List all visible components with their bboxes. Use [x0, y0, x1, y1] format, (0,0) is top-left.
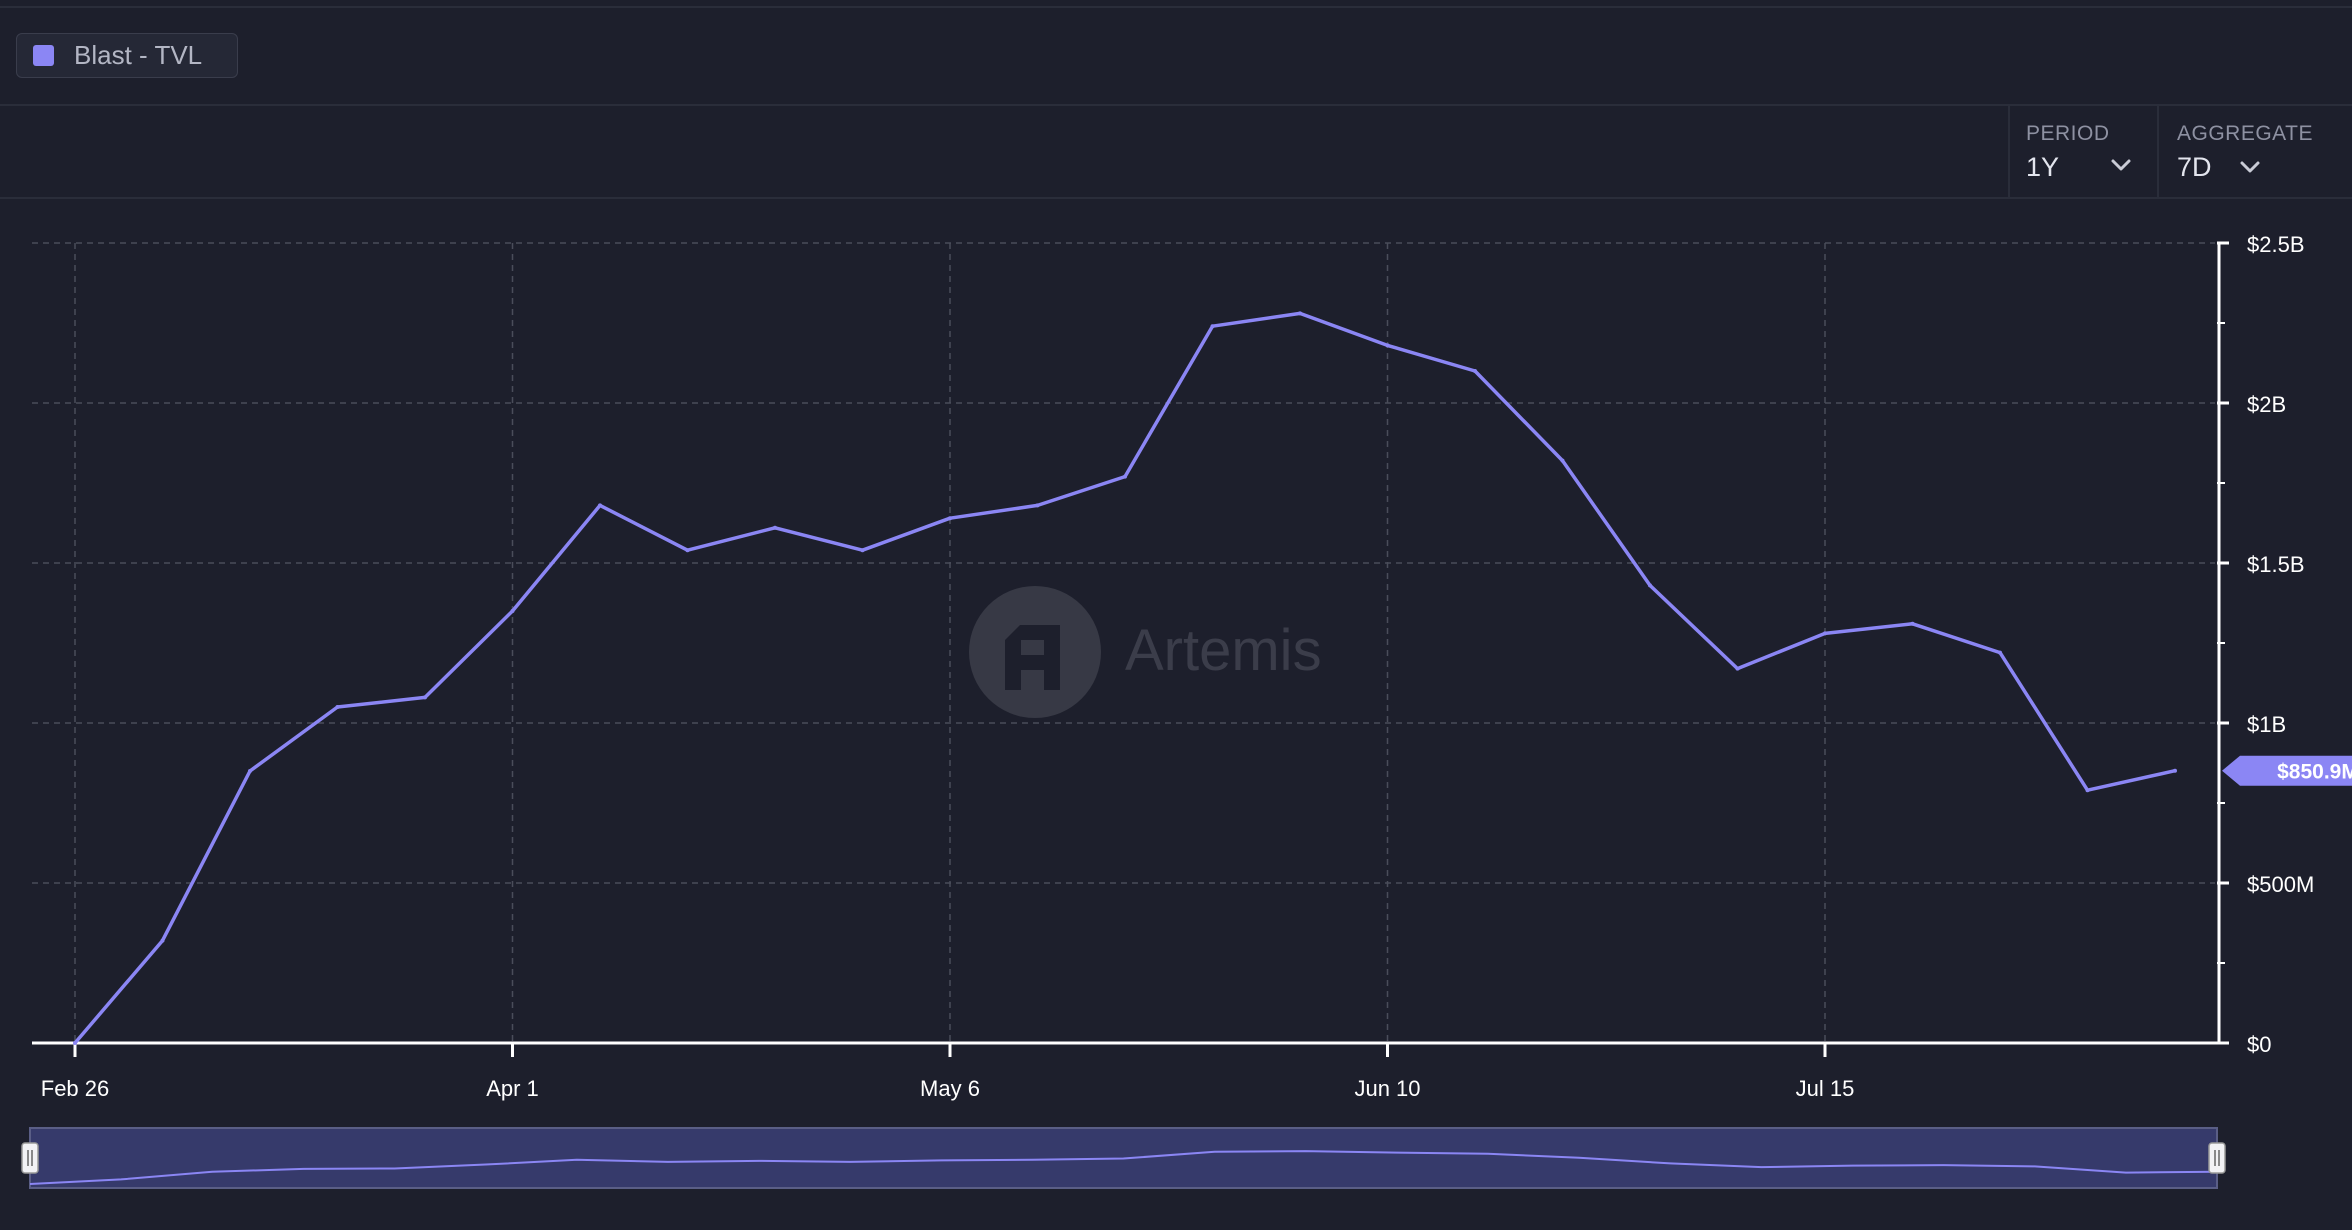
header-divider — [0, 104, 2352, 106]
data-point — [1210, 324, 1215, 329]
x-tick-label: May 6 — [920, 1076, 980, 1101]
last-value-badge — [2222, 755, 2352, 786]
divider — [2157, 106, 2159, 197]
chevron-down-icon — [2240, 161, 2260, 173]
last-value-label: $850.9M — [2277, 761, 2352, 784]
y-tick-label: $0 — [2247, 1032, 2271, 1057]
data-point — [685, 548, 690, 553]
navigator-window — [29, 1127, 2218, 1189]
data-point — [248, 769, 252, 773]
y-tick-label: $2B — [2247, 392, 2286, 417]
data-point — [423, 695, 427, 700]
series-blast-tvl — [73, 311, 2177, 1045]
data-point — [598, 503, 602, 508]
data-point — [335, 705, 340, 709]
data-point — [860, 548, 865, 553]
period-value: 1Y — [2026, 152, 2060, 182]
grid-lines — [32, 242, 2215, 1043]
aggregate-value: 7D — [2177, 152, 2212, 182]
controls-divider — [0, 197, 2352, 199]
data-point — [1648, 583, 1652, 588]
data-point — [2173, 768, 2177, 773]
legend-item-blast-tvl[interactable]: Blast - TVL — [16, 33, 238, 78]
x-tick-label: Jun 10 — [1354, 1076, 1420, 1101]
data-point — [1473, 369, 1477, 373]
y-tick-label: $500M — [2247, 872, 2314, 897]
aggregate-label: AGGREGATE — [2177, 122, 2313, 145]
data-point — [1735, 666, 1740, 671]
x-tick-label: Apr 1 — [486, 1076, 539, 1101]
legend-label: Blast - TVL — [74, 40, 203, 70]
navigator-series-line — [29, 1150, 2218, 1185]
data-point — [510, 609, 515, 613]
last-value-marker: $850.9M — [2222, 755, 2352, 786]
data-point — [1123, 474, 1127, 479]
period-dropdown[interactable]: PERIOD 1Y — [2010, 106, 2157, 197]
data-point — [1035, 503, 1040, 508]
period-label: PERIOD — [2026, 122, 2110, 145]
data-point — [73, 1041, 77, 1045]
navigator-right-handle[interactable] — [2208, 1142, 2226, 1174]
x-tick-label: Feb 26 — [41, 1076, 110, 1101]
data-point — [1560, 458, 1565, 463]
watermark-text: Artemis — [1125, 618, 1322, 683]
aggregate-dropdown[interactable]: AGGREGATE 7D — [2159, 106, 2349, 197]
data-point — [2085, 788, 2090, 793]
chevron-down-icon — [2111, 159, 2131, 171]
artemis-logo-icon — [969, 586, 1101, 718]
data-point — [1998, 650, 2002, 655]
data-point — [1910, 621, 1915, 626]
data-point — [160, 938, 165, 943]
legend-swatch — [33, 45, 54, 66]
data-point — [1823, 631, 1827, 636]
data-point — [1298, 311, 1302, 316]
y-tick-label: $1.5B — [2247, 552, 2305, 577]
divider — [2008, 106, 2010, 197]
watermark: Artemis — [969, 586, 1322, 718]
data-point — [773, 525, 777, 530]
axes: $0 $500M $1B $1.5B $2B $2.5B Feb 26 Apr 1 May 6 J… — [32, 232, 2314, 1101]
drag-handle-icon — [2208, 1142, 2226, 1174]
x-tick-label: Jul 15 — [1796, 1076, 1855, 1101]
range-navigator[interactable] — [21, 1127, 2226, 1189]
artemis-logo-mark — [1005, 625, 1060, 690]
navigator-left-handle[interactable] — [21, 1142, 39, 1174]
y-tick-label: $2.5B — [2247, 232, 2305, 257]
drag-handle-icon — [21, 1142, 39, 1174]
y-tick-label: $1B — [2247, 712, 2286, 737]
data-point — [948, 516, 952, 521]
data-point — [1385, 343, 1390, 348]
top-divider — [0, 6, 2352, 8]
